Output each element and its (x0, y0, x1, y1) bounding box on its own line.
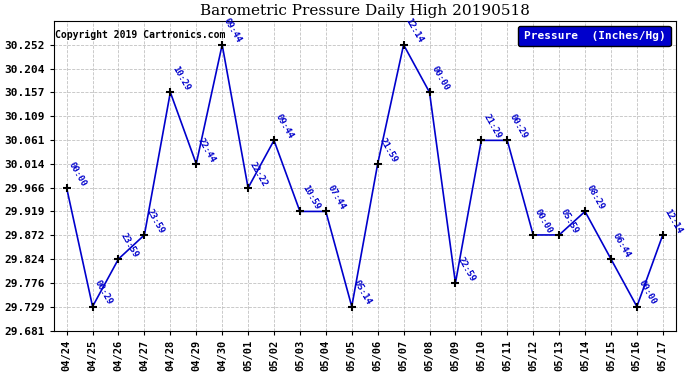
Text: 22:59: 22:59 (455, 255, 477, 283)
Text: 05:14: 05:14 (352, 279, 373, 306)
Text: 23:59: 23:59 (144, 207, 166, 235)
Text: 12:14: 12:14 (404, 17, 425, 45)
Text: 22:22: 22:22 (248, 160, 269, 188)
Text: 09:44: 09:44 (274, 112, 295, 140)
Legend: Pressure  (Inches/Hg): Pressure (Inches/Hg) (518, 26, 671, 46)
Text: 23:59: 23:59 (119, 231, 139, 259)
Text: 00:00: 00:00 (67, 160, 88, 188)
Text: 10:29: 10:29 (170, 64, 192, 92)
Text: 07:44: 07:44 (326, 184, 347, 211)
Text: 00:29: 00:29 (507, 112, 529, 140)
Text: 22:44: 22:44 (196, 136, 217, 164)
Text: 06:44: 06:44 (611, 231, 632, 259)
Text: 00:00: 00:00 (533, 207, 555, 235)
Text: 09:44: 09:44 (222, 17, 244, 45)
Text: 00:00: 00:00 (429, 64, 451, 92)
Text: 12:14: 12:14 (663, 207, 684, 235)
Title: Barometric Pressure Daily High 20190518: Barometric Pressure Daily High 20190518 (200, 4, 530, 18)
Text: 21:29: 21:29 (482, 112, 502, 140)
Text: 10:59: 10:59 (300, 184, 321, 211)
Text: 00:00: 00:00 (637, 279, 658, 306)
Text: Copyright 2019 Cartronics.com: Copyright 2019 Cartronics.com (55, 30, 226, 40)
Text: 05:59: 05:59 (559, 207, 580, 235)
Text: 08:29: 08:29 (585, 184, 607, 211)
Text: 00:29: 00:29 (92, 279, 114, 306)
Text: 21:59: 21:59 (377, 136, 399, 164)
